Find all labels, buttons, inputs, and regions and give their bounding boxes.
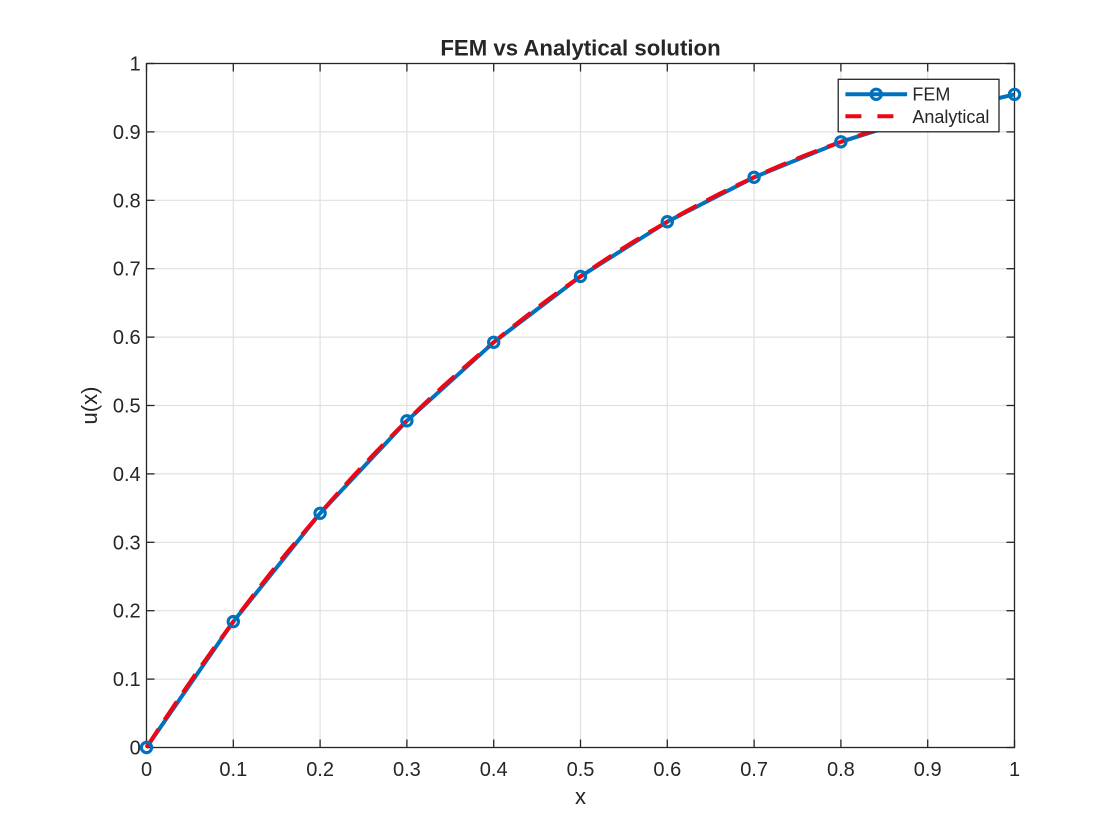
svg-text:0.7: 0.7 <box>740 759 768 781</box>
svg-text:0.5: 0.5 <box>113 396 141 418</box>
svg-text:0.9: 0.9 <box>113 122 141 144</box>
svg-text:0.2: 0.2 <box>113 601 141 623</box>
svg-text:0.8: 0.8 <box>113 190 141 212</box>
svg-text:u(x): u(x) <box>77 387 102 425</box>
svg-text:0.3: 0.3 <box>113 532 141 554</box>
svg-text:1: 1 <box>1009 759 1020 781</box>
svg-text:0.2: 0.2 <box>306 759 334 781</box>
svg-text:0.1: 0.1 <box>113 669 141 691</box>
svg-text:FEM: FEM <box>912 85 950 105</box>
svg-text:0.3: 0.3 <box>393 759 421 781</box>
svg-text:0.4: 0.4 <box>480 759 508 781</box>
svg-text:0.6: 0.6 <box>653 759 681 781</box>
svg-text:0.6: 0.6 <box>113 327 141 349</box>
svg-text:0.4: 0.4 <box>113 464 141 486</box>
svg-text:1: 1 <box>130 54 141 76</box>
svg-text:0.9: 0.9 <box>914 759 942 781</box>
svg-text:0: 0 <box>130 738 141 760</box>
svg-text:x: x <box>575 784 586 809</box>
svg-text:0.5: 0.5 <box>567 759 595 781</box>
svg-text:0.1: 0.1 <box>219 759 247 781</box>
svg-text:0.7: 0.7 <box>113 259 141 281</box>
svg-text:0.8: 0.8 <box>827 759 855 781</box>
svg-text:Analytical: Analytical <box>912 107 989 127</box>
svg-text:FEM vs Analytical solution: FEM vs Analytical solution <box>440 36 720 61</box>
svg-text:0: 0 <box>141 759 152 781</box>
